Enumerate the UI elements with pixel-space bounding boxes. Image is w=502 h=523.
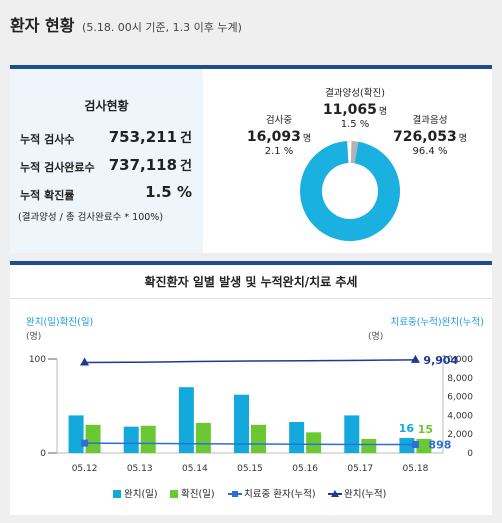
bar-recovered-daily [123,426,139,453]
right-tick-label: 10,000 [442,355,474,365]
right-tick-label: 4,000 [447,411,473,421]
x-tick-label: 05.15 [237,464,263,474]
bar-confirmed-daily [251,424,266,453]
total-tests-unit: 건 [180,131,192,146]
trend-chart: 완치(일)확진(일) (명) 치료중(누적)완치(누적) (명) 100 0 10,000 8… [26,316,485,474]
left-tick-label: 100 [29,355,46,365]
pie-testing-percent: 2.1 % [264,146,294,157]
bar-recovered-daily [68,415,84,453]
x-tick-label: 05.14 [182,464,208,474]
bar-recovered-daily [399,437,415,453]
recovered-cumulative-line [84,359,416,364]
label-confirmed-daily: 15 [418,423,433,436]
left-axis-unit: (명) [26,331,41,342]
legend-under-treatment-label: 치료중 환자(누적) [244,489,316,500]
pie-positive-value: 11,065 [322,102,377,118]
pie-testing-value: 16,093 [246,129,301,145]
right-axis-title: 치료중(누적)완치(누적) [391,316,485,328]
positive-rate-label: 누적 확진률 [20,189,75,202]
under-treatment-line [84,442,416,446]
recovered-cumulative-point [80,357,90,366]
completed-tests-unit: 건 [180,159,192,174]
legend-recovered-cumulative-swatch [328,490,342,498]
x-tick-label: 05.12 [72,464,98,474]
chart-title: 확진환자 일별 발생 및 누적완치/치료 추세 [10,265,492,299]
pie-negative-label: 결과음성 [412,115,448,126]
right-tick-label: 6,000 [447,393,473,403]
bar-confirmed-daily [306,432,322,453]
x-tick-label: 05.17 [347,464,373,474]
bar-recovered-daily [344,415,360,453]
total-tests-value: 753,211 건 [109,127,192,146]
legend-recovered-daily-label: 완치(일) [124,489,158,500]
bar-confirmed-daily [361,438,377,453]
label-recovered-daily: 16 [399,422,415,435]
x-tick-label: 05.16 [292,464,318,474]
trend-chart-panel: 확진환자 일별 발생 및 누적완치/치료 추세 완치(일)확진(일) (명) 치료중… [10,261,492,515]
bar-confirmed-daily [195,422,211,453]
bar-confirmed-daily [140,425,156,453]
pie-label-positive: 결과양성(확진) 11,065 명 1.5 % [310,85,400,130]
total-tests-number: 753,211 [108,128,178,146]
test-status-panel: 검사현황 누적 검사수 753,211 건 누적 검사완료수 737,118 건 누… [10,65,492,253]
pie-donut-hole [322,163,378,219]
right-tick-label: 2,000 [447,430,473,440]
left-tick-label: 0 [40,449,46,459]
test-status-box: 검사현황 누적 검사수 753,211 건 누적 검사완료수 737,118 건 누… [10,69,203,253]
right-tick-label: 0 [467,449,473,459]
label-recovered-cumulative: 9,904 [423,354,458,367]
under-treatment-point [81,439,89,447]
pie-label-negative: 결과음성 726,053 명 96.4 % [380,112,480,157]
total-tests-label: 누적 검사수 [20,133,75,146]
bar-confirmed-daily [85,424,101,453]
bar-recovered-daily [178,387,194,453]
pie-testing-unit: 명 [302,134,312,144]
page-subtitle: (5.18. 00시 기준, 1.3 이후 누계) [82,21,242,34]
recovered-cumulative-point [410,354,420,363]
pie-testing-label: 검사중 [265,115,293,126]
page-title: 환자 현황 (5.18. 00시 기준, 1.3 이후 누계) [10,12,242,36]
label-under-treatment: 898 [428,439,451,452]
pie-positive-unit: 명 [378,107,388,117]
pie-chart [300,140,400,241]
completed-tests-number: 737,118 [108,156,178,174]
left-axis-title: 완치(일)확진(일) [26,316,93,328]
completed-tests-label: 누적 검사완료수 [20,161,95,174]
right-axis-unit: (명) [368,331,383,342]
pie-negative-value: 726,053 [392,129,457,145]
positive-rate-note: (결과양성 / 총 검사완료수 * 100%) [18,212,164,223]
right-tick-label: 8,000 [447,374,473,384]
completed-tests-value: 737,118 건 [109,155,192,174]
positive-rate-value: 1.5 % [145,183,192,201]
bar-recovered-daily [234,394,249,453]
legend-recovered-daily-swatch [113,490,121,498]
legend-confirmed-daily-label: 확진(일) [181,489,215,500]
x-tick-label: 05.13 [127,464,153,474]
x-tick-label: 05.18 [403,464,429,474]
legend-confirmed-daily: 확진(일) [170,486,215,500]
bar-recovered-daily [289,421,305,453]
bar-confirmed-daily [416,438,432,453]
legend-confirmed-daily-swatch [170,490,178,498]
pie-label-testing: 검사중 16,093 명 2.1 % [243,112,315,157]
pie-positive-percent: 1.5 % [340,119,370,130]
pie-positive-label: 결과양성(확진) [325,88,385,99]
legend-recovered-cumulative-label: 완치(누적) [344,489,387,500]
legend-recovered-cumulative: 완치(누적) [328,486,386,500]
pie-negative-percent: 96.4 % [412,146,448,157]
legend-under-treatment: 치료중 환자(누적) [228,486,316,500]
test-status-title: 검사현황 [84,99,129,113]
legend-under-treatment-swatch [228,490,242,498]
pie-negative-unit: 명 [458,134,468,144]
page-title-text: 환자 현황 [10,16,75,35]
legend-recovered-daily: 완치(일) [113,486,158,500]
under-treatment-point [411,441,419,449]
